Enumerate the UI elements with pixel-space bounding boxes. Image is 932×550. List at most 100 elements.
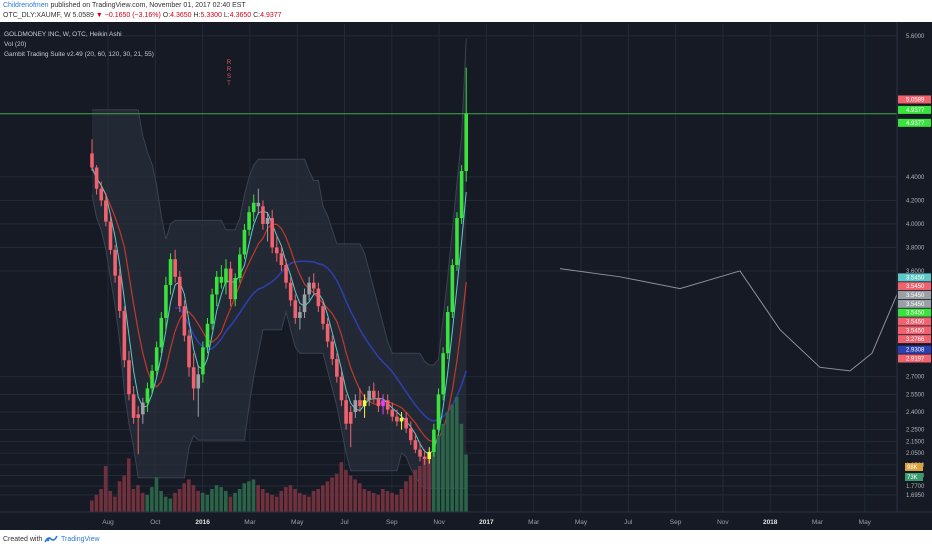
price-tag	[898, 118, 931, 127]
time-tick-label: May	[575, 519, 588, 526]
candle-body	[104, 200, 108, 222]
price-tick-label: 2.7000	[906, 375, 925, 381]
candle-body	[344, 400, 348, 424]
volume-bar	[196, 490, 200, 512]
candle-body	[385, 400, 390, 410]
price-tag	[898, 335, 931, 344]
tradingview-logo-icon[interactable]	[44, 534, 58, 544]
volume-bar	[223, 490, 228, 512]
legend-indicator[interactable]: Gambit Trading Suite v2.49 (20, 60, 120,…	[4, 51, 154, 58]
volume-bar	[131, 489, 136, 512]
chart-area[interactable]: R R S T 5.6000 4.4000 4.2000 4.0000 3.8000 3.6000…	[0, 22, 932, 530]
signal-marker-text: R	[227, 67, 232, 73]
volume-bar	[441, 423, 445, 512]
volume-bar	[427, 454, 431, 512]
candle-body	[353, 400, 358, 412]
candle-body	[395, 416, 399, 422]
candle-body	[413, 440, 418, 450]
candle-body	[145, 388, 150, 403]
candle-body	[182, 306, 187, 336]
open-value: 4.3650	[170, 12, 192, 19]
price-tag-label: 3.5450	[906, 328, 925, 334]
volume-bar	[214, 485, 219, 512]
candle-body	[325, 323, 330, 342]
price-tag	[898, 105, 931, 114]
price-axis: 5.6000 4.4000 4.2000 4.0000 3.8000 3.6000 2.70…	[896, 22, 932, 530]
volume-tag-label: 98K	[907, 465, 918, 471]
candle-body	[445, 312, 450, 354]
volume-bar	[117, 481, 122, 512]
volume-bar	[367, 490, 371, 512]
candle-body	[307, 282, 311, 295]
candle-body	[427, 451, 432, 459]
candle-body	[298, 312, 302, 318]
price-tick-label: 3.8000	[906, 245, 925, 251]
candle-body	[270, 218, 274, 248]
price-tick-label: 4.0000	[906, 222, 925, 228]
volume-bar	[126, 458, 131, 512]
price-tag-label: 2.9197	[906, 356, 925, 362]
volume-bar	[90, 500, 94, 512]
volume-tag	[905, 473, 923, 481]
volume-bar	[418, 466, 422, 512]
time-tick-label: Sep	[670, 519, 682, 526]
candle-body	[436, 394, 441, 430]
candle-body	[455, 218, 459, 266]
close-label: C:	[253, 12, 261, 19]
ma-long-line	[175, 260, 467, 422]
price-tag-label: 3.5450	[906, 275, 925, 281]
candle-body	[233, 277, 238, 300]
time-tick-label: Mar	[244, 519, 256, 526]
price-tag	[898, 95, 931, 104]
volume-bar	[334, 473, 339, 512]
bollinger-lower-line	[91, 194, 467, 489]
candle-body	[196, 374, 201, 389]
volume-bar	[353, 479, 357, 512]
candle-body	[376, 397, 381, 407]
volume-bar	[260, 489, 265, 512]
volume-bar	[279, 490, 284, 512]
signal-marker-text: R	[227, 60, 232, 66]
tradingview-brand[interactable]: TradingView	[61, 536, 100, 543]
price-tag-label: 2.9308	[906, 348, 925, 354]
price-tag-label: 3.5450	[906, 293, 925, 299]
volume-bar	[274, 496, 279, 512]
volume-bar	[404, 481, 408, 512]
volume-bar	[357, 483, 362, 512]
legend-volume[interactable]: Vol (20)	[4, 41, 27, 48]
volume-bar	[182, 483, 186, 512]
volume-bar	[136, 485, 140, 512]
price-tick-label: 2.2500	[906, 428, 925, 434]
candle-body	[187, 335, 191, 368]
candle-body	[131, 394, 136, 418]
volume-bar	[348, 475, 353, 512]
volume-bar	[316, 489, 320, 512]
time-tick-label: May	[859, 519, 872, 526]
volume-bar	[187, 479, 191, 512]
candle-body	[247, 212, 251, 230]
change-value: −0.1650 (−3.16%)	[104, 12, 161, 19]
time-tick-label: 2018	[763, 519, 778, 526]
candle-body	[99, 188, 104, 201]
price-tag	[898, 308, 931, 317]
volume-bar	[464, 454, 468, 512]
candle-body	[141, 402, 145, 415]
volume-bars	[90, 397, 468, 512]
signal-marker-text: T	[227, 81, 231, 87]
candle-body	[339, 376, 344, 401]
price-tag	[898, 291, 931, 300]
time-tick-label: Sep	[386, 519, 398, 526]
price-tag	[898, 317, 931, 326]
open-label: O:	[162, 12, 171, 19]
price-tick-label: 3.6000	[906, 269, 925, 275]
projection-line	[559, 268, 898, 372]
high-value: 5.3300	[200, 12, 222, 19]
author-link[interactable]: Childrenofmen	[3, 2, 49, 9]
candle-body	[154, 347, 159, 371]
volume-bar	[311, 490, 316, 512]
price-chart[interactable]: RRST5.60004.40004.20004.00003.80003.6000…	[0, 22, 932, 530]
candle-body	[288, 282, 293, 301]
volume-bar	[436, 435, 441, 512]
signal-marker-text: S	[227, 74, 231, 80]
candle-body	[242, 229, 247, 255]
